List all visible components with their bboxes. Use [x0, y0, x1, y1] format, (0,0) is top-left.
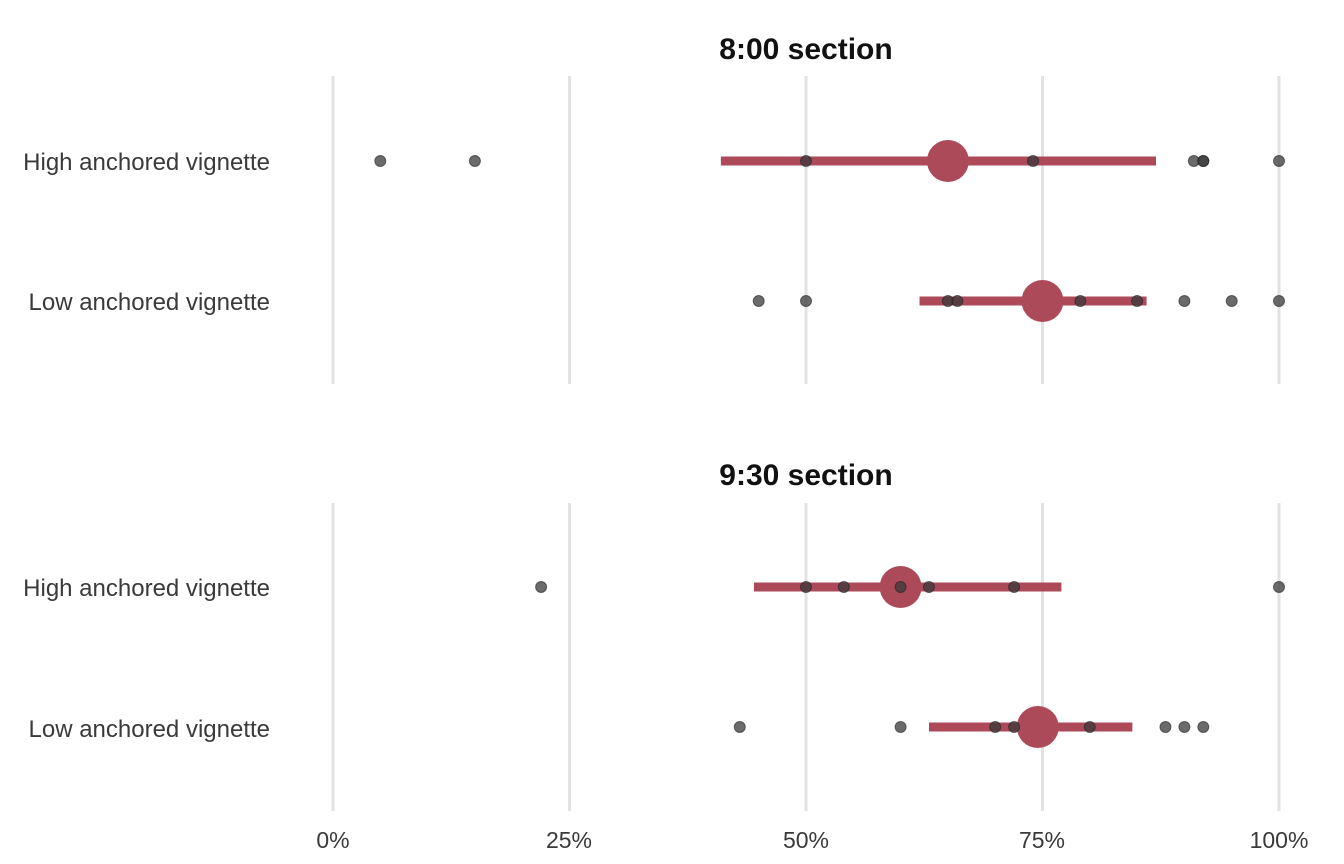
panel-1-title: 8:00 section: [719, 33, 892, 66]
mean-point: [1021, 280, 1064, 322]
data-point: [1008, 721, 1021, 733]
data-point: [800, 581, 812, 593]
data-point: [733, 721, 746, 733]
data-point: [1178, 721, 1191, 733]
data-point: [1273, 581, 1285, 593]
data-point: [1131, 295, 1144, 307]
mean-point: [1016, 706, 1059, 748]
data-point: [752, 295, 765, 307]
data-point: [535, 581, 548, 593]
data-point: [894, 721, 907, 733]
mean-point: [926, 140, 969, 182]
data-point: [989, 721, 1002, 733]
panel-1-marks: [374, 140, 1285, 322]
data-point: [1197, 155, 1210, 167]
x-tick-label: 100%: [1250, 827, 1309, 853]
x-axis: 0% 25% 50% 75% 100%: [316, 827, 1308, 853]
panel-1-row-1-label: High anchored vignette: [23, 149, 270, 176]
data-point: [1197, 721, 1210, 733]
data-point: [1074, 295, 1087, 307]
panel-1-grid: [331, 76, 1281, 384]
panel-2-grid: [331, 503, 1281, 811]
panel-2-marks: [535, 566, 1285, 748]
data-point: [1159, 721, 1172, 733]
data-point: [1027, 155, 1040, 167]
panel-2: 9:30 section High anchored vignette Low …: [23, 459, 1285, 811]
data-point: [894, 581, 907, 593]
data-point: [1008, 581, 1021, 593]
data-point: [1273, 155, 1285, 167]
panel-2-row-1-label: High anchored vignette: [23, 575, 270, 602]
data-point: [951, 295, 964, 307]
panel-2-title: 9:30 section: [719, 459, 892, 492]
x-tick-label: 75%: [1019, 827, 1065, 853]
data-point: [837, 581, 850, 593]
data-point: [1273, 295, 1285, 307]
data-point: [1083, 721, 1096, 733]
x-tick-label: 0%: [316, 827, 349, 853]
x-tick-label: 50%: [783, 827, 829, 853]
panel-1: 8:00 section High anchored vignette Low …: [23, 33, 1285, 384]
data-point: [468, 155, 481, 167]
panel-2-row-2-label: Low anchored vignette: [29, 716, 271, 743]
panel-1-row-2-label: Low anchored vignette: [29, 289, 271, 316]
data-point: [922, 581, 935, 593]
data-point: [800, 295, 812, 307]
x-tick-label: 25%: [546, 827, 592, 853]
data-point: [374, 155, 387, 167]
data-point: [1178, 295, 1191, 307]
data-point: [800, 155, 812, 167]
data-point: [1225, 295, 1238, 307]
